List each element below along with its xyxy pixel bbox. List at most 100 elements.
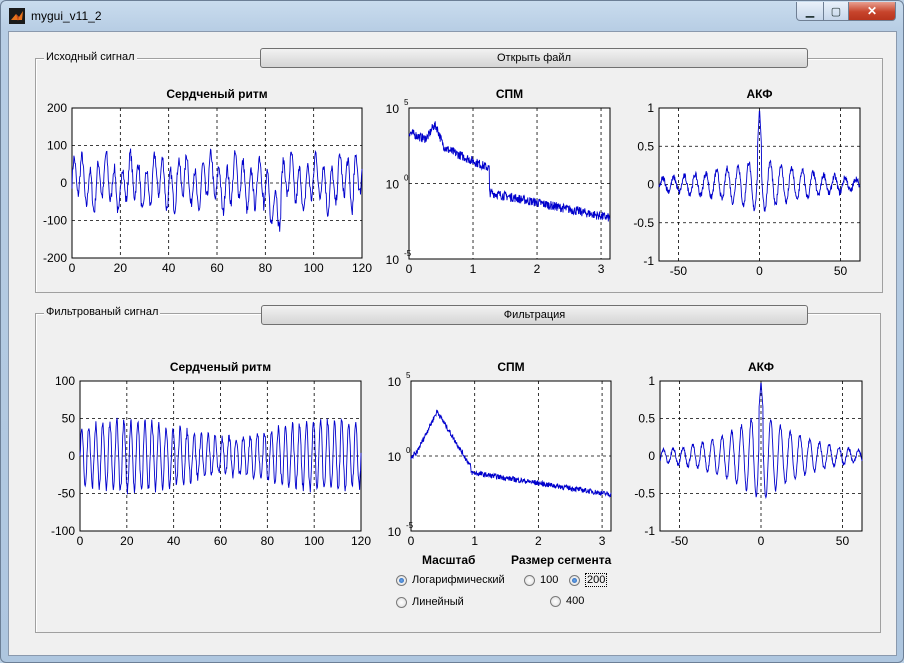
y-tick-label: 200 — [47, 101, 67, 115]
radio-label: 400 — [566, 595, 585, 607]
x-tick-label: 0 — [406, 262, 413, 276]
filter-button[interactable]: Фильтрация — [261, 305, 808, 325]
filtered-panel-title: Фильтрованый сигнал — [44, 306, 161, 318]
y-tick-label: 0.5 — [638, 412, 655, 426]
x-tick-label: 60 — [214, 534, 228, 548]
x-tick-label: 20 — [114, 261, 128, 275]
signal-line — [659, 382, 863, 499]
window-title: mygui_v11_2 — [31, 9, 102, 23]
radio-segment-400[interactable]: 400 — [550, 595, 584, 607]
radio-scale-linear[interactable]: Линейный — [396, 596, 464, 608]
x-tick-label: 3 — [599, 534, 606, 548]
maximize-icon: ▢ — [830, 5, 842, 18]
y-tick-exponent: 5 — [404, 98, 409, 107]
minimize-button[interactable]: ▁ — [796, 2, 824, 21]
x-tick-label: 60 — [210, 261, 224, 275]
chart-title: АКФ — [748, 360, 774, 374]
x-tick-label: 80 — [259, 261, 273, 275]
radio-label: Линейный — [412, 596, 464, 608]
matlab-icon — [9, 8, 25, 24]
chart-title: СПМ — [496, 87, 523, 101]
segment-size-label: Размер сегмента — [511, 553, 612, 567]
y-tick-label: 10 — [386, 178, 400, 192]
maximize-button[interactable]: ▢ — [823, 2, 849, 21]
y-tick-label: 100 — [55, 374, 75, 388]
title-bar[interactable]: mygui_v11_2 ▁ ▢ ✕ — [1, 1, 903, 31]
x-tick-label: 0 — [758, 534, 765, 548]
close-button[interactable]: ✕ — [848, 2, 896, 21]
x-tick-label: 3 — [598, 262, 605, 276]
y-tick-label: -0.5 — [634, 487, 655, 501]
src-rhythm-axes: 0 20 40 60 80 100 120 -200 -100 0 100 200 Сердченый … — [43, 87, 372, 275]
chart-title: СПМ — [497, 360, 524, 374]
plot-area — [408, 107, 611, 260]
y-tick-label: -100 — [51, 524, 75, 538]
minimize-icon: ▁ — [805, 5, 815, 18]
signal-line — [658, 110, 861, 212]
x-tick-label: 120 — [351, 534, 371, 548]
scale-label: Масштаб — [422, 553, 476, 567]
x-tick-label: 50 — [836, 534, 850, 548]
y-tick-label: -1 — [643, 254, 654, 268]
x-tick-label: 0 — [408, 534, 415, 548]
x-tick-label: 2 — [535, 534, 542, 548]
src-psd-axes: 0 1 2 3 10 -5 10 0 10 5 СПМ — [386, 87, 611, 276]
radio-label: Логарифмический — [412, 574, 505, 586]
source-panel-title: Исходный сигнал — [44, 51, 137, 63]
radio-scale-log[interactable]: Логарифмический — [396, 574, 505, 586]
y-tick-label: 50 — [62, 412, 76, 426]
y-tick-label: 10 — [386, 253, 400, 267]
y-tick-exponent: 0 — [406, 446, 411, 455]
y-tick-label: 10 — [388, 525, 402, 539]
x-tick-label: 40 — [167, 534, 181, 548]
y-tick-label: 10 — [388, 450, 402, 464]
y-tick-exponent: 5 — [406, 371, 411, 380]
x-tick-label: 1 — [471, 534, 478, 548]
x-tick-label: 120 — [352, 261, 372, 275]
chart-title: Сердченый ритм — [170, 360, 271, 374]
chart-title: Сердченый ритм — [166, 87, 267, 101]
radio-dot — [550, 595, 561, 607]
radio-segment-200[interactable]: 200 — [569, 573, 608, 587]
flt-rhythm-axes: 0 20 40 60 80 100 120 -100 -50 0 50 100 Сердченый ри… — [51, 360, 371, 548]
radio-segment-100[interactable]: 100 — [524, 574, 558, 586]
y-tick-label: -50 — [58, 487, 76, 501]
x-tick-label: 0 — [77, 534, 84, 548]
x-tick-label: -50 — [671, 534, 689, 548]
x-tick-label: 80 — [261, 534, 275, 548]
radio-label: 100 — [540, 574, 559, 586]
y-tick-label: -1 — [644, 524, 655, 538]
axes-layer[interactable]: 0 20 40 60 80 100 120-200-1000100200Сердченый … — [9, 32, 896, 655]
flt-acf-axes: -50 0 50 -1 -0.5 0 0.5 1 АКФ — [634, 360, 863, 548]
y-tick-label: 0 — [647, 178, 654, 192]
close-icon: ✕ — [866, 4, 878, 18]
plot-area — [410, 380, 612, 532]
x-tick-label: 1 — [470, 262, 477, 276]
open-file-button[interactable]: Открыть файл — [260, 48, 808, 68]
y-tick-exponent: 0 — [404, 174, 409, 183]
y-tick-label: 100 — [47, 139, 67, 153]
signal-line — [410, 409, 612, 498]
radio-dot — [396, 596, 407, 608]
y-tick-exponent: -5 — [404, 249, 412, 258]
y-tick-label: 0 — [60, 176, 67, 190]
figure-area: Исходный сигнал Открыть файл Фильтрованы… — [8, 31, 897, 656]
signal-line — [79, 417, 362, 495]
x-tick-label: 50 — [834, 264, 848, 278]
radio-label: 200 — [585, 573, 608, 587]
y-tick-label: 10 — [388, 375, 402, 389]
src-acf-axes: -50 0 50 -1 -0.5 0 0.5 1 АКФ — [633, 87, 861, 278]
chart-title: АКФ — [746, 87, 772, 101]
y-tick-label: 0 — [68, 449, 75, 463]
y-tick-label: 1 — [647, 101, 654, 115]
x-tick-label: 100 — [304, 261, 324, 275]
y-tick-label: 10 — [386, 102, 400, 116]
x-tick-label: 20 — [120, 534, 134, 548]
y-tick-label: 0.5 — [637, 139, 654, 153]
flt-psd-axes: 0 1 2 3 10 -5 10 0 10 5 СПМ — [388, 360, 612, 548]
x-tick-label: 0 — [69, 261, 76, 275]
x-tick-label: 40 — [162, 261, 176, 275]
signal-line — [71, 148, 363, 232]
x-tick-label: 2 — [534, 262, 541, 276]
y-tick-label: 0 — [648, 449, 655, 463]
